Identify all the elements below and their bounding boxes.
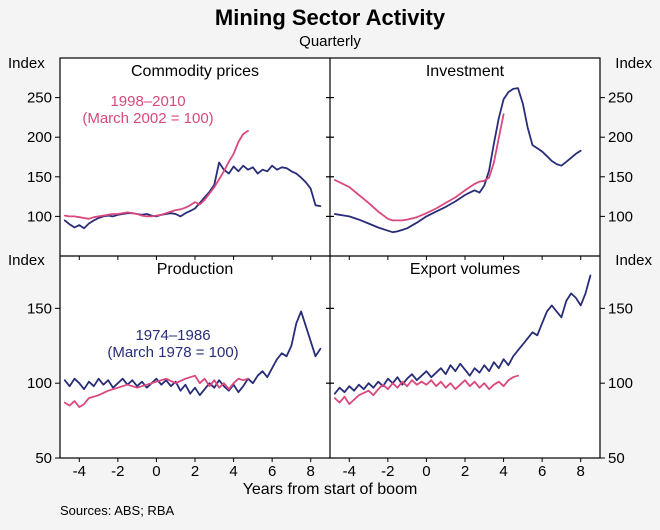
x-tick-label: -4 (343, 463, 356, 480)
series-annotation-1974-line2: (March 1978 = 100) (107, 344, 239, 361)
y-tick-label: 50 (35, 450, 52, 467)
series-annotation-1998-line1: 1998–2010 (110, 93, 186, 110)
y-tick-label: 50 (608, 450, 625, 467)
series-annotation-1998-2010: 1998–2010 (March 2002 = 100) (57, 93, 239, 127)
x-axis-label: Years from start of boom (242, 481, 418, 498)
panel-title-production: Production (156, 261, 234, 278)
series-line-boom-1974 (63, 310, 322, 397)
x-tick-label: 8 (307, 463, 315, 480)
y-axis-unit-bottom-left: Index (8, 252, 45, 269)
y-tick-label: 250 (608, 90, 633, 107)
panel-title-export-volumes: Export volumes (409, 261, 521, 278)
y-tick-label: 150 (608, 169, 633, 186)
x-tick-label: -2 (381, 463, 394, 480)
series-line-boom-1974 (333, 274, 592, 395)
y-tick-label: 100 (608, 375, 633, 392)
sources-note: Sources: ABS; RBA (60, 503, 175, 518)
series-annotation-1998-line2: (March 2002 = 100) (82, 110, 214, 127)
y-tick-label: 250 (27, 90, 52, 107)
series-line-boom-1998 (333, 113, 505, 222)
series-line-boom-1974 (333, 87, 582, 234)
y-axis-unit-bottom-right: Index (615, 252, 652, 269)
y-tick-label: 150 (27, 169, 52, 186)
y-axis-unit-top-right: Index (615, 55, 652, 72)
chart-subtitle: Quarterly (299, 33, 361, 50)
y-tick-label: 150 (27, 300, 52, 317)
y-tick-label: 100 (27, 375, 52, 392)
y-tick-label: 200 (27, 129, 52, 146)
y-tick-label: 100 (608, 208, 633, 225)
chart-title: Mining Sector Activity (214, 5, 446, 30)
x-tick-label: 4 (229, 463, 237, 480)
series-line-boom-1998 (63, 129, 249, 220)
x-tick-label: 0 (152, 463, 160, 480)
panel-title-investment: Investment (425, 63, 505, 80)
x-tick-label: -4 (73, 463, 86, 480)
y-tick-label: 100 (27, 208, 52, 225)
series-annotation-1974-1986: 1974–1986 (March 1978 = 100) (82, 327, 264, 361)
x-tick-label: 0 (422, 463, 430, 480)
y-tick-label: 150 (608, 300, 633, 317)
y-tick-label: 200 (608, 129, 633, 146)
series-annotation-1974-line1: 1974–1986 (135, 327, 211, 344)
panel-title-commodity-prices: Commodity prices (130, 63, 260, 80)
series-line-boom-1998 (333, 374, 519, 406)
x-tick-label: 2 (461, 463, 469, 480)
x-tick-label: 4 (499, 463, 507, 480)
y-axis-unit-top-left: Index (8, 55, 45, 72)
x-tick-label: 8 (577, 463, 585, 480)
x-tick-label: 2 (191, 463, 199, 480)
x-tick-label: -2 (111, 463, 124, 480)
x-tick-label: 6 (268, 463, 276, 480)
series-line-boom-1998 (63, 374, 249, 409)
x-tick-label: 6 (538, 463, 546, 480)
